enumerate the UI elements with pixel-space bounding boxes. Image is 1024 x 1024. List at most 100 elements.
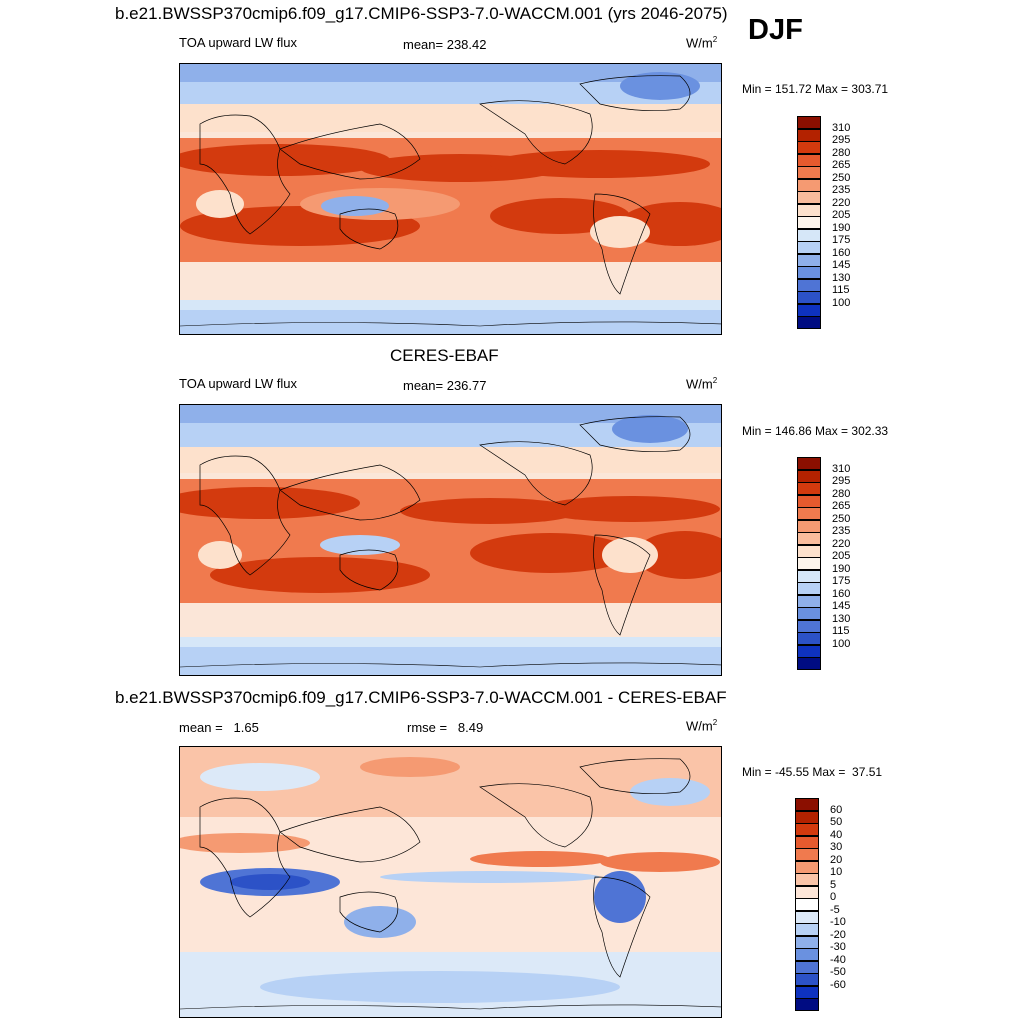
colorbar-swatch xyxy=(797,494,821,508)
colorbar-tick-label: 50 xyxy=(830,816,843,829)
colorbar-swatch xyxy=(797,569,821,583)
colorbar-swatch xyxy=(797,607,821,621)
colorbar-swatch xyxy=(795,898,819,912)
colorbar-swatch xyxy=(795,998,819,1012)
panel-3-map-svg xyxy=(180,747,721,1017)
colorbar-swatch xyxy=(797,228,821,242)
colorbar-tick-label: 40 xyxy=(830,828,843,841)
colorbar-tick-label: 205 xyxy=(832,209,851,222)
colorbar-tick-label: -50 xyxy=(830,966,846,979)
colorbar-swatch xyxy=(797,582,821,596)
panel-3-mean-label: mean = 1.65 xyxy=(179,720,259,735)
colorbar-tick-label: 160 xyxy=(832,587,851,600)
colorbar-swatch xyxy=(797,166,821,180)
colorbar-swatch xyxy=(795,948,819,962)
panel-1-mean-label: mean= 238.42 xyxy=(403,37,487,52)
colorbar-tick-label: 280 xyxy=(832,146,851,159)
colorbar-swatch xyxy=(797,519,821,533)
colorbar-tick-label: -60 xyxy=(830,978,846,991)
panel-1-title: b.e21.BWSSP370cmip6.f09_g17.CMIP6-SSP3-7… xyxy=(115,4,728,23)
season-label: DJF xyxy=(748,14,803,46)
colorbar-tick-label: 295 xyxy=(832,134,851,147)
colorbar-swatch xyxy=(795,935,819,949)
panel-2-title: CERES-EBAF xyxy=(390,346,499,365)
colorbar-swatch xyxy=(797,544,821,558)
colorbar-tick-label: -10 xyxy=(830,916,846,929)
colorbar-tick-label: -20 xyxy=(830,928,846,941)
panel-3-rmse-label: rmse = 8.49 xyxy=(407,720,484,735)
colorbar-swatch xyxy=(795,860,819,874)
colorbar-tick-label: 175 xyxy=(832,575,851,588)
colorbar-tick-label: 60 xyxy=(830,803,843,816)
colorbar-swatch xyxy=(795,910,819,924)
colorbar-tick-label: 280 xyxy=(832,487,851,500)
colorbar-swatch xyxy=(795,923,819,937)
colorbar-tick-label: 160 xyxy=(832,246,851,259)
colorbar-swatch xyxy=(797,507,821,521)
panel-2-map xyxy=(179,404,722,676)
colorbar-tick-label: 220 xyxy=(832,537,851,550)
colorbar-tick-label: 5 xyxy=(830,878,837,891)
colorbar-swatch xyxy=(797,469,821,483)
colorbar-swatch xyxy=(797,128,821,142)
colorbar-swatch xyxy=(797,316,821,330)
colorbar-tick-label: 10 xyxy=(830,866,843,879)
panel-3-title: b.e21.BWSSP370cmip6.f09_g17.CMIP6-SSP3-7… xyxy=(115,688,727,707)
panel-3-colorbar: 60 50 40 30 20 10 5 0 -5 -10 -20 -30 -40 -50 -60 xyxy=(795,798,875,1012)
colorbar-swatch xyxy=(797,116,821,130)
colorbar-tick-label: 100 xyxy=(832,296,851,309)
colorbar-swatch xyxy=(797,216,821,230)
colorbar-swatch xyxy=(797,241,821,255)
panel-1-colorbar: 310 295 280 265 250 235 220 205 190 175 160 145 130 1… xyxy=(797,116,877,330)
north-america-coast xyxy=(479,100,593,165)
colorbar-swatch xyxy=(797,278,821,292)
asia-coast xyxy=(279,123,421,180)
colorbar-tick-label: 100 xyxy=(832,637,851,650)
colorbar-swatch xyxy=(795,835,819,849)
colorbar-swatch xyxy=(797,619,821,633)
colorbar-swatch xyxy=(795,973,819,987)
colorbar-swatch xyxy=(797,291,821,305)
colorbar-tick-label: 205 xyxy=(832,550,851,563)
colorbar-swatch xyxy=(797,557,821,571)
colorbar-tick-label: 250 xyxy=(832,512,851,525)
africa-europe-coast xyxy=(199,114,291,235)
colorbar-swatch xyxy=(795,810,819,824)
south-america-coast xyxy=(593,193,651,295)
colorbar-swatch xyxy=(795,848,819,862)
colorbar-tick-label: 235 xyxy=(832,525,851,538)
colorbar-tick-label: 265 xyxy=(832,500,851,513)
panel-2-colorbar: 310 295 280 265 250 235 220 205 190 175 160 145 130 1… xyxy=(797,457,877,671)
colorbar-tick-label: 295 xyxy=(832,475,851,488)
colorbar-swatch xyxy=(797,594,821,608)
panel-1-map-svg xyxy=(180,64,721,334)
colorbar-tick-label: 220 xyxy=(832,196,851,209)
panel-3-minmax: Min = -45.55 Max = 37.51 xyxy=(742,765,883,779)
colorbar-tick-label: 0 xyxy=(830,891,837,904)
antarctica-coast xyxy=(180,321,721,327)
colorbar-tick-label: 310 xyxy=(832,121,851,134)
south-cold-band xyxy=(180,309,721,334)
colorbar-tick-label: 145 xyxy=(832,600,851,613)
colorbar-swatch xyxy=(795,885,819,899)
colorbar-swatch xyxy=(795,985,819,999)
colorbar-swatch xyxy=(797,632,821,646)
colorbar-tick-label: 310 xyxy=(832,462,851,475)
colorbar-swatch xyxy=(797,482,821,496)
colorbar-tick-label: -40 xyxy=(830,953,846,966)
panel-1-map xyxy=(179,63,722,335)
greenland-arctic-coast xyxy=(579,75,691,111)
colorbar-swatch xyxy=(795,873,819,887)
colorbar-tick-label: 175 xyxy=(832,234,851,247)
colorbar-swatch xyxy=(797,178,821,192)
panel-2-units: W/m2 xyxy=(686,376,718,392)
colorbar-swatch xyxy=(797,191,821,205)
panel-2-variable-label: TOA upward LW flux xyxy=(179,376,298,391)
colorbar-swatch xyxy=(797,253,821,267)
panel-2-minmax: Min = 146.86 Max = 302.33 xyxy=(742,424,889,438)
colorbar-tick-label: 130 xyxy=(832,271,851,284)
colorbar-swatch xyxy=(795,960,819,974)
colorbar-tick-label: 265 xyxy=(832,159,851,172)
colorbar-tick-label: 30 xyxy=(830,841,843,854)
australia-coast xyxy=(339,208,399,250)
